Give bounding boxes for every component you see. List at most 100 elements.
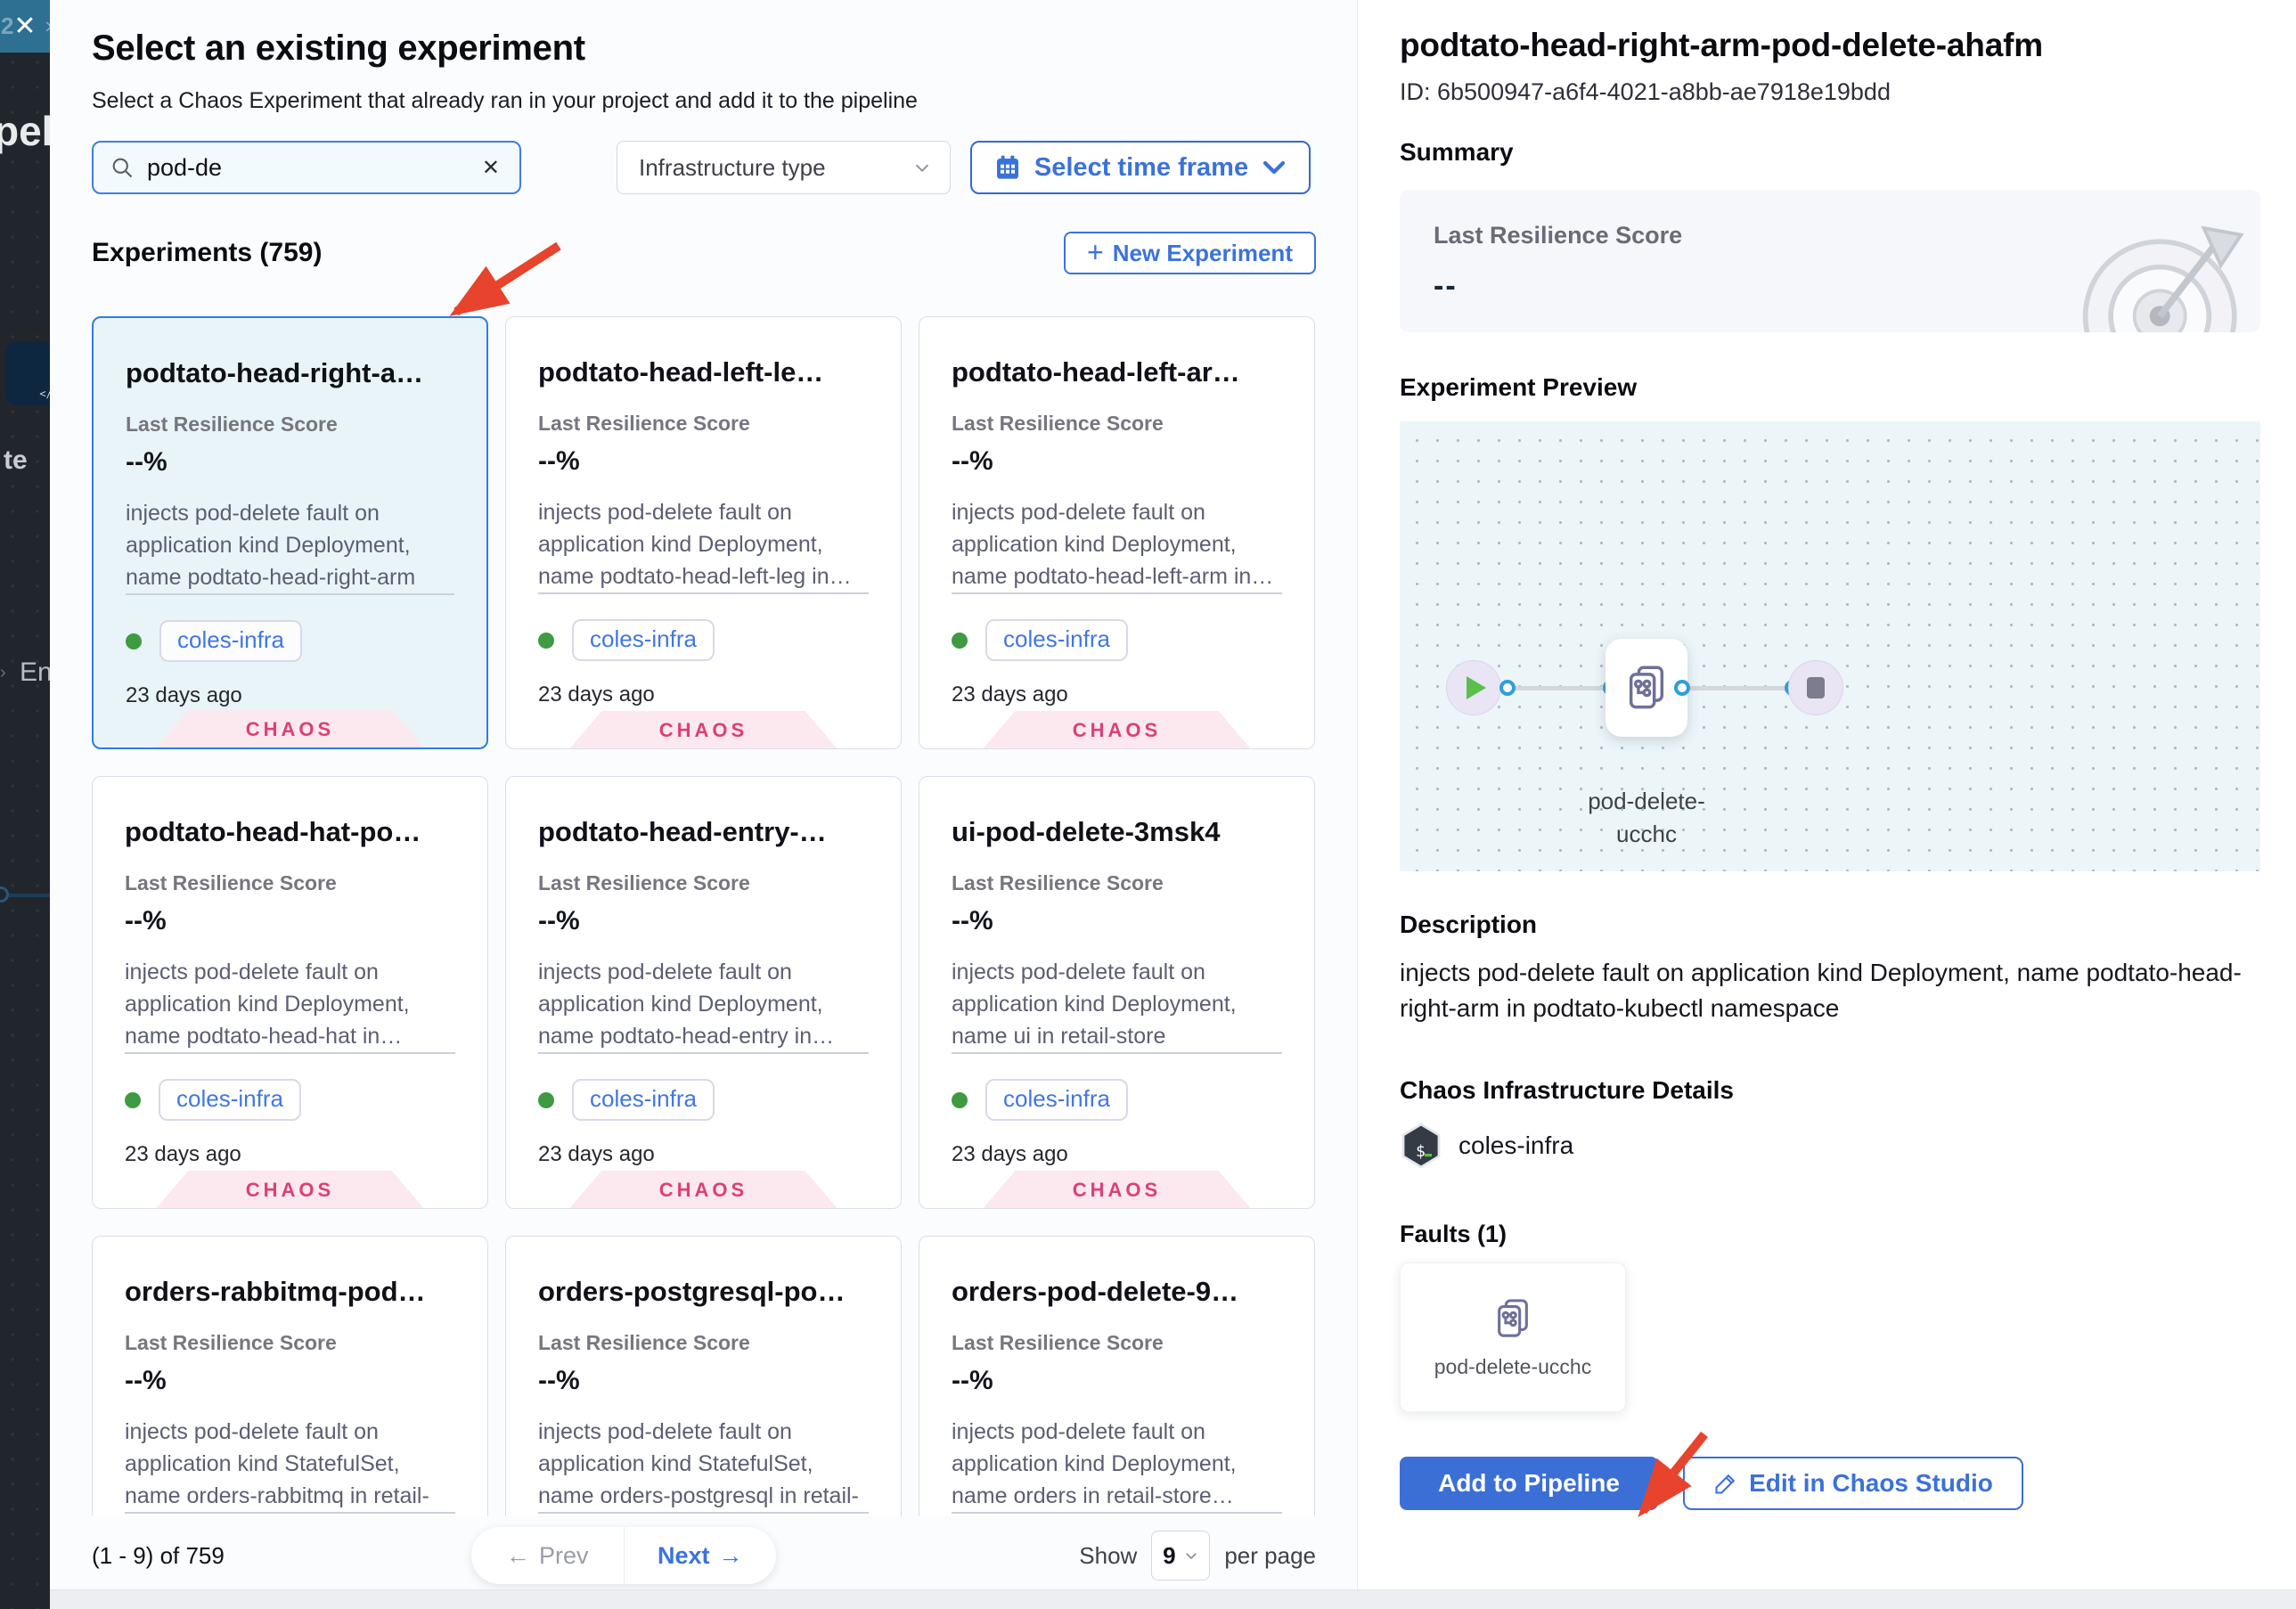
resilience-score-value: --% [125, 1366, 167, 1395]
experiment-card-description: injects pod-delete fault on application … [952, 1416, 1282, 1514]
experiment-preview-canvas[interactable]: pod-delete- ucchc [1400, 421, 2260, 871]
faults-heading: Faults (1) [1400, 1221, 1508, 1247]
infrastructure-row: coles-infra [126, 620, 454, 662]
experiment-card-title: podtato-head-right-a… [126, 357, 424, 388]
experiment-cards-grid: podtato-head-right-a… Last Resilience Sc… [92, 316, 1316, 1516]
resilience-score-label: Last Resilience Score [952, 412, 1164, 435]
fault-card[interactable]: pod-delete-ucchc [1400, 1262, 1626, 1412]
resilience-score-label: Last Resilience Score [538, 1331, 750, 1354]
fault-node[interactable] [1606, 639, 1687, 737]
summary-heading: Summary [1400, 138, 1514, 166]
experiment-card[interactable]: podtato-head-hat-po… Last Resilience Sco… [92, 776, 488, 1209]
infra-chip[interactable]: coles-infra [572, 1079, 715, 1121]
infra-chip[interactable]: coles-infra [985, 619, 1128, 661]
experiment-last-run: 23 days ago [126, 683, 242, 707]
experiment-card-description: injects pod-delete fault on application … [126, 497, 454, 595]
select-time-frame-button[interactable]: Select time frame [970, 141, 1311, 194]
resilience-score-label: Last Resilience Score [538, 412, 750, 435]
experiment-list-panel: Select an existing experiment Select a C… [50, 0, 1358, 1589]
svg-text:$: $ [1416, 1142, 1426, 1161]
infra-status-dot [126, 633, 142, 649]
pipeline-start-node[interactable] [1446, 660, 1501, 715]
close-icon[interactable]: ✕ [13, 11, 37, 41]
stop-icon [1807, 677, 1825, 698]
connector-port [1674, 680, 1690, 696]
backdrop-stage-node: </> [5, 341, 50, 405]
experiment-card-description: injects pod-delete fault on application … [125, 1416, 455, 1514]
experiment-card[interactable]: podtato-head-entry-… Last Resilience Sco… [505, 776, 902, 1209]
infra-chip[interactable]: coles-infra [159, 620, 302, 662]
experiment-last-run: 23 days ago [952, 682, 1068, 706]
experiment-card[interactable]: orders-postgresql-po… Last Resilience Sc… [505, 1236, 902, 1516]
chaos-badge: CHAOS [569, 1171, 838, 1208]
infra-status-dot [952, 632, 968, 649]
backdrop-partial-text-en: En [20, 657, 50, 687]
experiment-card-title: podtato-head-entry-… [538, 816, 827, 847]
experiment-card[interactable]: orders-pod-delete-9… Last Resilience Sco… [919, 1236, 1315, 1516]
connector-port [1499, 680, 1516, 696]
pagination-range: (1 - 9) of 759 [92, 1541, 225, 1569]
pipeline-end-node[interactable] [1788, 660, 1843, 715]
experiment-id: ID: 6b500947-a6f4-4021-a8bb-ae7918e19bdd [1400, 78, 1891, 105]
experiment-card-title: orders-rabbitmq-pod… [125, 1276, 426, 1307]
chaos-badge: CHAOS [569, 711, 838, 748]
search-icon [112, 158, 133, 178]
chaos-infrastructure-heading: Chaos Infrastructure Details [1400, 1076, 1734, 1104]
breadcrumb-partial: 2 [1, 12, 14, 39]
page-size-select[interactable]: 9 [1151, 1531, 1211, 1580]
clear-search-icon[interactable]: ✕ [481, 155, 500, 180]
experiment-card[interactable]: podtato-head-left-ar… Last Resilience Sc… [919, 316, 1315, 749]
description-heading: Description [1400, 911, 1538, 938]
infra-chip[interactable]: coles-infra [985, 1079, 1128, 1121]
code-badge: </> [39, 388, 50, 400]
search-input[interactable] [147, 153, 478, 182]
infrastructure-type-dropdown[interactable]: Infrastructure type [617, 141, 951, 194]
prev-page-button[interactable]: ← Prev [471, 1527, 625, 1584]
edit-in-chaos-studio-button[interactable]: Edit in Chaos Studio [1683, 1457, 2023, 1510]
infra-status-dot [538, 632, 554, 649]
experiment-card[interactable]: podtato-head-right-a… Last Resilience Sc… [92, 316, 488, 749]
prev-label: Prev [538, 1541, 589, 1569]
app-backdrop-strip: peli </> te › En 2 ✕ › [0, 0, 50, 1609]
infrastructure-hexagon-icon: $ [1401, 1123, 1441, 1169]
experiment-card-title: podtato-head-left-ar… [952, 356, 1240, 388]
infrastructure-row: coles-infra [125, 1079, 455, 1121]
backdrop-connector-ring [0, 886, 9, 903]
infra-chip[interactable]: coles-infra [572, 619, 715, 661]
fault-document-icon [1498, 1298, 1528, 1337]
experiment-card[interactable]: ui-pod-delete-3msk4 Last Resilience Scor… [919, 776, 1315, 1209]
next-page-button[interactable]: Next → [625, 1527, 777, 1584]
experiment-card-title: podtato-head-left-le… [538, 356, 824, 388]
new-experiment-button[interactable]: + New Experiment [1064, 232, 1316, 274]
backdrop-pipeline-partial-text: peli [0, 108, 50, 154]
infrastructure-row: coles-infra [538, 1079, 869, 1121]
pipeline-connector [1514, 686, 1612, 690]
last-resilience-score-label: Last Resilience Score [1434, 222, 1683, 249]
search-box[interactable]: ✕ [92, 141, 521, 194]
experiment-last-run: 23 days ago [538, 1142, 655, 1166]
pagination-row: (1 - 9) of 759 ← Prev Next → Show 9 [92, 1527, 1316, 1584]
experiment-last-run: 23 days ago [538, 682, 655, 706]
resilience-score-label: Last Resilience Score [125, 1331, 337, 1354]
select-time-frame-label: Select time frame [1034, 152, 1249, 182]
infra-status-dot [538, 1091, 554, 1108]
experiment-card[interactable]: orders-rabbitmq-pod… Last Resilience Sco… [92, 1236, 488, 1516]
pencil-icon [1715, 1474, 1736, 1494]
infra-chip[interactable]: coles-infra [159, 1079, 301, 1121]
experiment-card-description: injects pod-delete fault on application … [125, 956, 455, 1054]
infrastructure-name: coles-infra [1458, 1131, 1574, 1159]
pager-pill: ← Prev Next → [471, 1527, 776, 1584]
chaos-badge: CHAOS [983, 1171, 1251, 1208]
resilience-score-value: --% [538, 906, 580, 935]
resilience-score-label: Last Resilience Score [952, 1331, 1164, 1354]
modal-title: Select an existing experiment [92, 29, 585, 68]
experiment-card-description: injects pod-delete fault on application … [538, 1416, 869, 1514]
experiment-card-title: orders-postgresql-po… [538, 1276, 846, 1307]
add-to-pipeline-button[interactable]: Add to Pipeline [1400, 1457, 1658, 1510]
filter-controls-row: ✕ Infrastructure type Select time frame [92, 141, 1316, 194]
fault-name: pod-delete-ucchc [1434, 1354, 1592, 1378]
calendar-icon [996, 155, 1018, 179]
experiment-card[interactable]: podtato-head-left-le… Last Resilience Sc… [505, 316, 902, 749]
resilience-score-value: --% [952, 1366, 993, 1395]
